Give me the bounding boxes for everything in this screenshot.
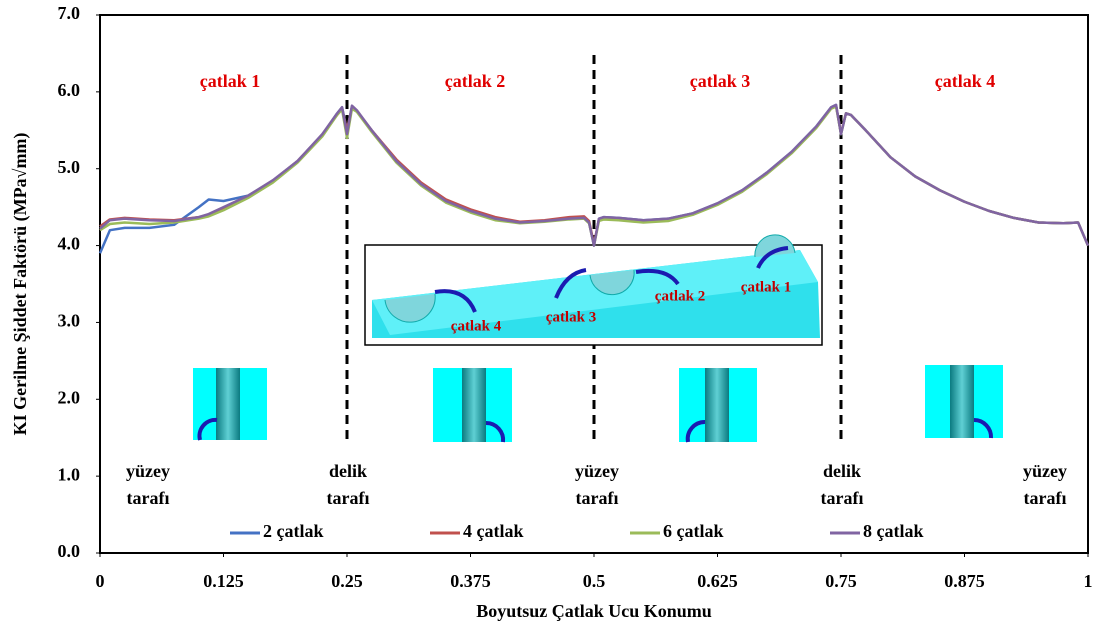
x-tick-label: 0.25: [331, 571, 363, 591]
y-axis-title: KI Gerilme Şiddet Faktörü (MPa√mm): [10, 133, 31, 436]
y-tick-label: 3.0: [58, 311, 81, 331]
x-tick-label: 0.625: [697, 571, 738, 591]
y-tick-label: 1.0: [58, 464, 81, 484]
inset-label: çatlak 2: [655, 288, 705, 304]
y-tick-label: 2.0: [58, 387, 81, 407]
inset-label: çatlak 3: [546, 309, 596, 325]
x-tick-label: 0.75: [825, 571, 857, 591]
side-label: tarafı: [1024, 488, 1067, 508]
section-label: çatlak 1: [200, 71, 261, 91]
side-label: yüzey: [126, 461, 170, 481]
legend-label: 2 çatlak: [263, 521, 324, 541]
inset-label: çatlak 1: [741, 279, 791, 295]
side-label: tarafı: [576, 488, 619, 508]
side-label: tarafı: [327, 488, 370, 508]
y-tick-label: 0.0: [58, 541, 81, 561]
legend-label: 8 çatlak: [863, 521, 924, 541]
side-label: delik: [329, 461, 367, 481]
legend-label: 6 çatlak: [663, 521, 724, 541]
x-axis-title: Boyutsuz Çatlak Ucu Konumu: [476, 601, 712, 621]
y-tick-label: 5.0: [58, 157, 81, 177]
x-tick-label: 0.125: [203, 571, 244, 591]
x-tick-label: 0.875: [944, 571, 985, 591]
crack-icons: [193, 365, 1003, 442]
side-label: yüzey: [1023, 461, 1067, 481]
side-label: delik: [823, 461, 861, 481]
legend-label: 4 çatlak: [463, 521, 524, 541]
y-tick-label: 7.0: [58, 3, 81, 23]
y-tick-label: 6.0: [58, 80, 81, 100]
section-label: çatlak 4: [935, 71, 996, 91]
x-tick-label: 0: [96, 571, 105, 591]
side-label: tarafı: [127, 488, 170, 508]
section-label: çatlak 2: [445, 71, 506, 91]
side-label: yüzey: [575, 461, 619, 481]
section-label: çatlak 3: [690, 71, 751, 91]
x-tick-label: 1: [1084, 571, 1093, 591]
inset-label: çatlak 4: [451, 318, 502, 334]
x-tick-label: 0.5: [583, 571, 606, 591]
y-tick-label: 4.0: [58, 234, 81, 254]
side-label: tarafı: [821, 488, 864, 508]
chart: Boyutsuz Çatlak Ucu Konumu KI Gerilme Şi…: [0, 0, 1095, 633]
x-tick-label: 0.375: [450, 571, 491, 591]
